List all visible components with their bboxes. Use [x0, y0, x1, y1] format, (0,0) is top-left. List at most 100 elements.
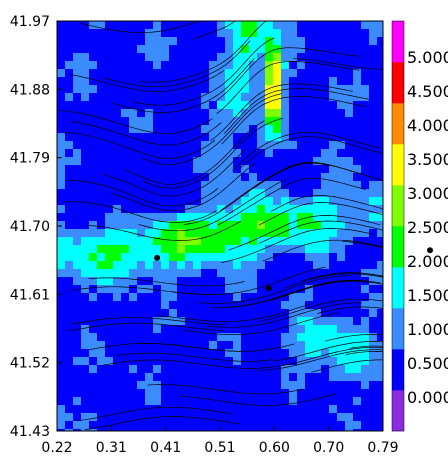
heat-cell — [81, 285, 90, 294]
heat-cell — [377, 325, 383, 334]
heat-cell — [105, 29, 114, 38]
heat-cell — [329, 157, 338, 166]
heat-cell — [57, 365, 66, 374]
heat-cell — [249, 45, 258, 54]
heat-cell — [233, 53, 242, 62]
heat-cell — [169, 349, 178, 358]
heat-cell — [121, 101, 130, 110]
heat-cell — [377, 285, 383, 294]
heat-cell — [169, 429, 178, 431]
streamline — [141, 93, 282, 165]
heat-cell — [233, 381, 242, 390]
heat-cell — [289, 285, 298, 294]
heat-cell — [73, 293, 82, 302]
heat-cell — [337, 325, 346, 334]
heat-cell — [273, 397, 282, 406]
heat-cell — [169, 45, 178, 54]
heat-cell — [337, 245, 346, 254]
colorbar-swatch — [392, 21, 404, 63]
heat-cell — [361, 293, 370, 302]
heat-cell — [137, 133, 146, 142]
heat-cell — [161, 197, 170, 206]
heat-cell — [321, 349, 330, 358]
heat-cell — [313, 365, 322, 374]
heat-cell — [113, 125, 122, 134]
colorbar-swatch — [392, 226, 404, 268]
heat-cell — [73, 341, 82, 350]
heat-cell — [289, 189, 298, 198]
heat-cell — [73, 117, 82, 126]
heat-cell — [65, 45, 74, 54]
heat-cell — [329, 333, 338, 342]
heat-cell — [361, 197, 370, 206]
heat-cell — [209, 37, 218, 46]
heat-cell — [97, 61, 106, 70]
heat-cell — [113, 325, 122, 334]
heat-cell — [249, 317, 258, 326]
heat-cell — [161, 53, 170, 62]
heat-cell — [105, 317, 114, 326]
heat-cell — [241, 29, 250, 38]
heat-cell — [145, 21, 154, 30]
heat-cell — [297, 389, 306, 398]
heat-cell — [377, 333, 383, 342]
heat-cell — [257, 61, 266, 70]
heat-cell — [177, 237, 186, 246]
heat-cell — [265, 133, 274, 142]
heat-cell — [329, 101, 338, 110]
heat-cell — [73, 53, 82, 62]
heat-cell — [337, 61, 346, 70]
heat-cell — [193, 413, 202, 422]
heat-cell — [273, 373, 282, 382]
heat-cell — [129, 301, 138, 310]
heat-cell — [89, 237, 98, 246]
heat-cell — [281, 301, 290, 310]
heat-cell — [145, 85, 154, 94]
heat-cell — [337, 125, 346, 134]
heat-cell — [241, 277, 250, 286]
heat-cell — [273, 189, 282, 198]
heat-cell — [65, 413, 74, 422]
heat-cell — [345, 405, 354, 414]
heat-cell — [145, 101, 154, 110]
heat-cell — [97, 133, 106, 142]
heat-cell — [217, 333, 226, 342]
heat-cell — [169, 397, 178, 406]
heat-cell — [105, 53, 114, 62]
heat-cell — [217, 117, 226, 126]
streamline — [325, 334, 383, 342]
heat-cell — [217, 197, 226, 206]
heat-cell — [281, 45, 290, 54]
streamline — [349, 345, 383, 349]
heat-cell — [281, 149, 290, 158]
heat-cell — [161, 277, 170, 286]
heat-cell — [233, 333, 242, 342]
heat-cell — [313, 333, 322, 342]
heat-cell — [369, 365, 378, 374]
heat-cell — [289, 341, 298, 350]
heat-cell — [377, 213, 383, 222]
heat-cell — [297, 141, 306, 150]
heat-cell — [201, 157, 210, 166]
heat-cell — [137, 397, 146, 406]
heat-cell — [257, 213, 266, 222]
heat-cell — [185, 429, 194, 431]
heat-cell — [233, 157, 242, 166]
streamline — [62, 201, 217, 223]
heat-cell — [129, 421, 138, 430]
heat-cell — [257, 29, 266, 38]
heat-cell — [209, 261, 218, 270]
heat-cell — [321, 325, 330, 334]
heat-cell — [193, 261, 202, 270]
heat-cell — [105, 109, 114, 118]
heat-cell — [209, 405, 218, 414]
heat-cell — [249, 125, 258, 134]
heat-cell — [129, 77, 138, 86]
heat-cell — [201, 53, 210, 62]
heat-cell — [241, 397, 250, 406]
heat-cell — [377, 109, 383, 118]
heat-cell — [345, 237, 354, 246]
y-tick-label: 41.88 — [10, 82, 50, 98]
heat-cell — [241, 229, 250, 238]
heat-cell — [337, 397, 346, 406]
